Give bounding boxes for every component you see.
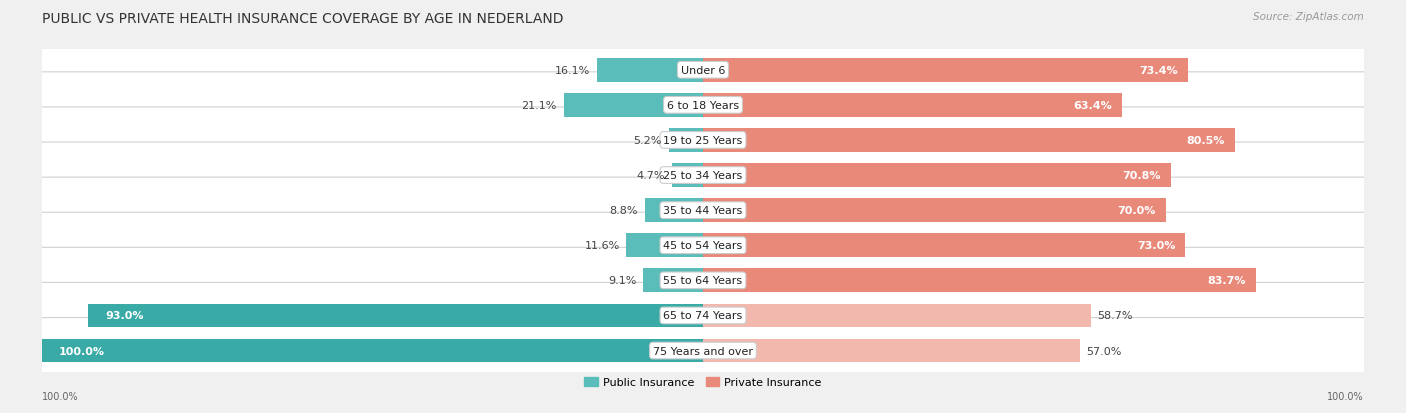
Text: 100.0%: 100.0% xyxy=(42,391,79,401)
Text: 6 to 18 Years: 6 to 18 Years xyxy=(666,101,740,111)
Text: 9.1%: 9.1% xyxy=(607,275,637,286)
Bar xyxy=(596,59,703,83)
Text: 58.7%: 58.7% xyxy=(1098,311,1133,320)
Text: 35 to 44 Years: 35 to 44 Years xyxy=(664,206,742,216)
FancyBboxPatch shape xyxy=(35,318,1371,384)
Text: 5.2%: 5.2% xyxy=(634,135,662,146)
Text: 75 Years and over: 75 Years and over xyxy=(652,346,754,356)
FancyBboxPatch shape xyxy=(35,38,1371,104)
Text: 21.1%: 21.1% xyxy=(522,101,557,111)
Text: 25 to 34 Years: 25 to 34 Years xyxy=(664,171,742,180)
Text: 65 to 74 Years: 65 to 74 Years xyxy=(664,311,742,320)
Text: 73.0%: 73.0% xyxy=(1137,241,1175,251)
Bar xyxy=(703,304,1091,328)
Text: 70.8%: 70.8% xyxy=(1122,171,1161,180)
Bar xyxy=(703,94,1122,117)
FancyBboxPatch shape xyxy=(35,178,1371,244)
FancyBboxPatch shape xyxy=(35,283,1371,349)
Text: 45 to 54 Years: 45 to 54 Years xyxy=(664,241,742,251)
FancyBboxPatch shape xyxy=(35,73,1371,138)
Bar xyxy=(643,269,703,292)
Bar xyxy=(703,164,1171,188)
Text: Under 6: Under 6 xyxy=(681,66,725,76)
Text: 19 to 25 Years: 19 to 25 Years xyxy=(664,135,742,146)
Bar xyxy=(703,269,1256,292)
Text: 100.0%: 100.0% xyxy=(1327,391,1364,401)
Text: 4.7%: 4.7% xyxy=(637,171,665,180)
Bar xyxy=(703,234,1185,258)
Bar xyxy=(42,339,703,363)
Bar xyxy=(672,164,703,188)
Text: 16.1%: 16.1% xyxy=(555,66,591,76)
Bar xyxy=(703,129,1234,152)
Bar xyxy=(626,234,703,258)
Bar xyxy=(703,199,1166,223)
Text: 70.0%: 70.0% xyxy=(1118,206,1156,216)
Text: 55 to 64 Years: 55 to 64 Years xyxy=(664,275,742,286)
Text: 100.0%: 100.0% xyxy=(59,346,104,356)
Text: 8.8%: 8.8% xyxy=(610,206,638,216)
Bar xyxy=(703,59,1188,83)
Text: 73.4%: 73.4% xyxy=(1139,66,1178,76)
FancyBboxPatch shape xyxy=(35,213,1371,278)
Bar xyxy=(89,304,703,328)
Text: 93.0%: 93.0% xyxy=(105,311,143,320)
Text: 11.6%: 11.6% xyxy=(585,241,620,251)
FancyBboxPatch shape xyxy=(35,108,1371,173)
Text: 83.7%: 83.7% xyxy=(1208,275,1246,286)
FancyBboxPatch shape xyxy=(35,248,1371,313)
Text: 63.4%: 63.4% xyxy=(1073,101,1112,111)
Legend: Public Insurance, Private Insurance: Public Insurance, Private Insurance xyxy=(579,373,827,392)
Text: 80.5%: 80.5% xyxy=(1187,135,1225,146)
Text: PUBLIC VS PRIVATE HEALTH INSURANCE COVERAGE BY AGE IN NEDERLAND: PUBLIC VS PRIVATE HEALTH INSURANCE COVER… xyxy=(42,12,564,26)
Bar xyxy=(645,199,703,223)
Text: 57.0%: 57.0% xyxy=(1087,346,1122,356)
Bar xyxy=(564,94,703,117)
Text: Source: ZipAtlas.com: Source: ZipAtlas.com xyxy=(1253,12,1364,22)
Bar xyxy=(703,339,1080,363)
FancyBboxPatch shape xyxy=(35,143,1371,209)
Bar xyxy=(669,129,703,152)
